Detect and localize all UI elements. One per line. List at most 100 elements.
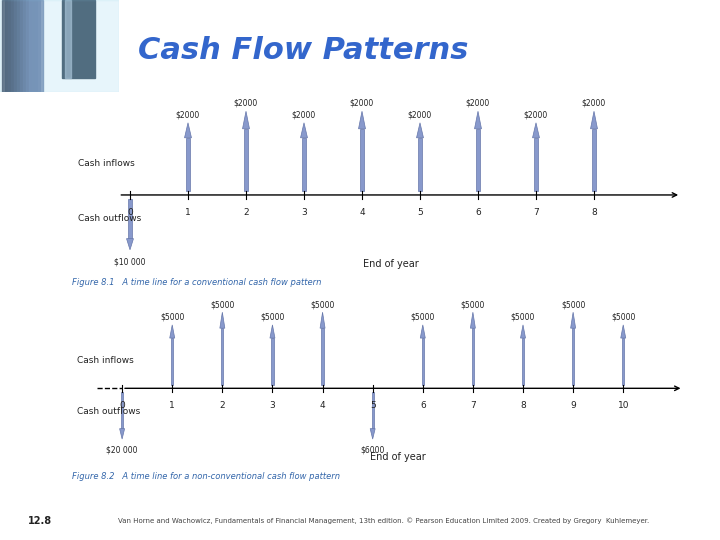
Text: $5000: $5000 [611,313,636,322]
Bar [20,0,35,92]
FancyArrow shape [127,239,133,250]
Text: Figure 8.1   A time line for a conventional cash flow pattern: Figure 8.1 A time line for a conventiona… [72,278,321,287]
Text: 12.8: 12.8 [28,516,53,525]
FancyArrow shape [533,123,539,138]
FancyArrow shape [621,325,626,338]
Text: $5000: $5000 [510,313,535,322]
Text: 10: 10 [618,401,629,410]
Bar [572,328,575,385]
Bar [422,338,424,385]
Text: $5000: $5000 [410,313,435,322]
Text: End of year: End of year [363,259,419,269]
Text: 6: 6 [420,401,426,410]
Bar [128,199,132,239]
Bar [302,138,305,191]
Bar [12,0,25,92]
Text: $5000: $5000 [160,313,184,322]
Text: Figure 8.2   A time line for a non-conventional cash flow pattern: Figure 8.2 A time line for a non-convent… [72,472,340,481]
Text: $20 000: $20 000 [107,445,138,454]
Bar [418,138,422,191]
Bar [5,0,19,92]
Text: 0: 0 [127,208,133,217]
FancyArrow shape [420,325,426,338]
Text: 0: 0 [120,401,125,410]
FancyArrow shape [359,111,366,129]
Text: 5: 5 [417,208,423,217]
FancyArrow shape [270,325,275,338]
FancyArrow shape [170,325,175,338]
FancyArrow shape [521,325,526,338]
Text: Cash outflows: Cash outflows [78,213,141,222]
Bar [372,392,374,429]
Text: 2: 2 [220,401,225,410]
Text: $5000: $5000 [260,313,284,322]
Bar [534,138,538,191]
FancyArrow shape [300,123,307,138]
Text: Van Horne and Wachowicz, Fundamentals of Financial Management, 13th edition. © P: Van Horne and Wachowicz, Fundamentals of… [118,517,649,524]
Text: $2000: $2000 [234,99,258,108]
Bar [23,0,37,92]
FancyArrow shape [470,312,475,328]
Text: 1: 1 [169,401,175,410]
Bar [29,0,43,92]
Bar [477,129,480,191]
FancyArrow shape [571,312,575,328]
Bar [62,0,95,78]
Text: $5000: $5000 [461,300,485,309]
Text: $2000: $2000 [582,99,606,108]
Text: End of year: End of year [370,452,426,462]
Text: 8: 8 [520,401,526,410]
Text: 7: 7 [533,208,539,217]
FancyArrow shape [320,312,325,328]
Text: 8: 8 [591,208,597,217]
Text: 2: 2 [243,208,249,217]
FancyArrow shape [416,123,423,138]
Bar [14,0,29,92]
FancyArrow shape [120,429,125,439]
Bar [593,129,595,191]
FancyArrow shape [370,429,375,439]
Bar [9,0,22,92]
Text: 3: 3 [301,208,307,217]
Text: $2000: $2000 [466,99,490,108]
Text: 6: 6 [475,208,481,217]
Bar [221,328,223,385]
Text: $5000: $5000 [561,300,585,309]
Bar [244,129,248,191]
Text: $5000: $5000 [210,300,235,309]
FancyArrow shape [243,111,249,129]
Text: $2000: $2000 [350,99,374,108]
Bar [171,338,174,385]
Text: 1: 1 [185,208,191,217]
Text: $2000: $2000 [408,110,432,119]
Bar [26,0,40,92]
Bar [271,338,274,385]
Text: $2000: $2000 [176,110,200,119]
Bar [361,129,364,191]
FancyArrow shape [220,312,225,328]
Bar [186,138,189,191]
Text: Cash Flow Patterns: Cash Flow Patterns [138,36,468,65]
Bar [66,0,71,78]
Bar [472,328,474,385]
Text: Cash outflows: Cash outflows [77,407,140,416]
FancyArrow shape [184,123,192,138]
Text: 4: 4 [320,401,325,410]
Text: 5: 5 [370,401,376,410]
Text: $10 000: $10 000 [114,257,145,266]
FancyArrow shape [590,111,598,129]
Text: 4: 4 [359,208,365,217]
Text: $2000: $2000 [292,110,316,119]
Text: Cash inflows: Cash inflows [77,356,134,365]
Text: 7: 7 [470,401,476,410]
Bar [522,338,524,385]
Bar [17,0,32,92]
Text: $5000: $5000 [310,300,335,309]
Text: $6000: $6000 [361,445,385,454]
Bar [121,392,123,429]
Bar [321,328,324,385]
Bar [622,338,624,385]
FancyArrow shape [474,111,482,129]
Text: 3: 3 [269,401,275,410]
Text: 9: 9 [570,401,576,410]
